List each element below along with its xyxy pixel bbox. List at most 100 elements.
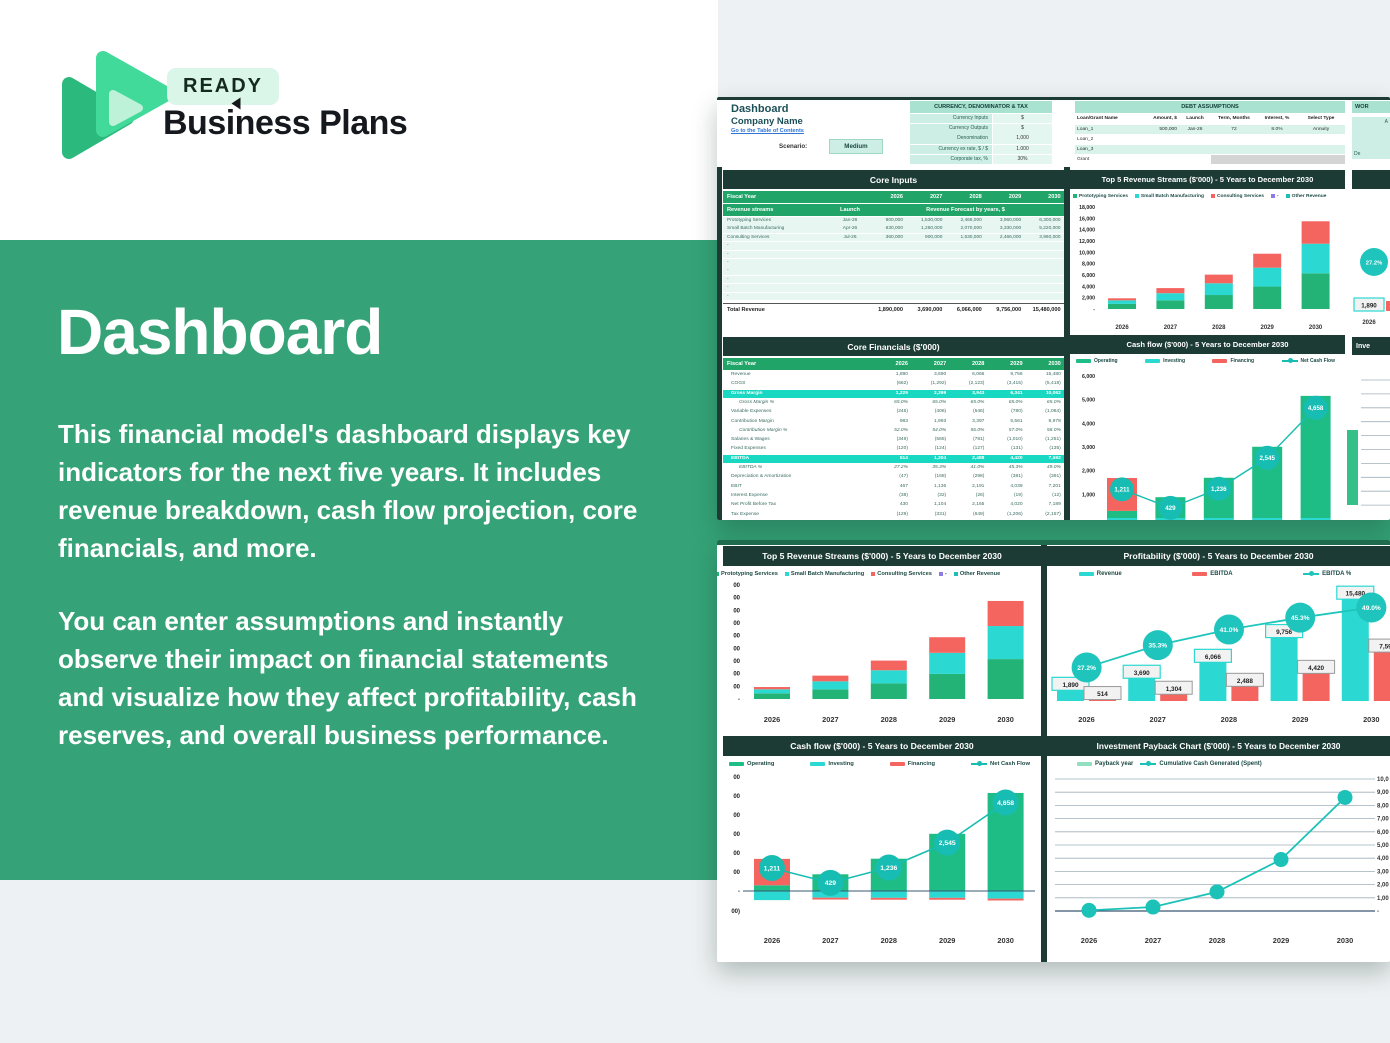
financial-value: (129): [896, 511, 908, 517]
legend-label: Financing: [907, 760, 936, 767]
stream-name: -: [727, 243, 729, 249]
fiscal-year-label: Fiscal Year: [727, 361, 757, 367]
stream-name: Consulting Services: [727, 234, 770, 240]
financial-value: (391): [1049, 474, 1061, 480]
debt-cell: Loan_3: [1075, 145, 1133, 155]
sheet-top-strip: [717, 97, 1390, 100]
debt-cell: Annuity: [1297, 125, 1345, 135]
table-row: Tax Expense (129) (331) (649) (1,206) (2,157): [723, 511, 1064, 520]
legend-swatch: [1281, 358, 1298, 363]
ebitda-label-box: [1225, 672, 1264, 687]
currency-row-value: $: [993, 124, 1052, 134]
bar-segment: [812, 675, 849, 682]
financial-value: (1,292): [930, 381, 947, 387]
year-label: 2030: [1048, 194, 1061, 200]
bar-segment: [812, 689, 849, 699]
legend-label: Prototyping Services: [721, 570, 778, 577]
svg-text: 429: [825, 880, 837, 887]
net-cash-flow-marker: [1110, 477, 1134, 502]
table-row: Depreciation & Amortization (47) (168) (298…: [723, 473, 1064, 482]
svg-text: 2,545: [1259, 455, 1275, 462]
legend-swatch: [1078, 571, 1094, 576]
financial-value: 1,304: [933, 455, 947, 461]
payback-chart-plot: 10,0 9,00 8,00 7,00 6,00 5,00 4,00 3,00 2,00 1,00…: [1055, 777, 1389, 918]
currency-row-label: Corporate tax, %: [910, 154, 992, 165]
legend-label: Payback year: [1095, 760, 1134, 767]
ebitda-bar: [1373, 650, 1390, 701]
svg-text: 8,000: [1082, 262, 1095, 268]
table-row: Gross Margin 1,229 2,399 3,943 6,341 10,062: [723, 389, 1064, 399]
financial-value: 983: [899, 418, 908, 424]
forecast-value: 6,300,000: [1039, 218, 1061, 223]
svg-text: 27.2%: [1077, 665, 1096, 672]
financial-value: 467: [899, 483, 908, 489]
currency-row-label: Currency Outputs: [910, 124, 992, 134]
financial-value: (546): [972, 409, 985, 415]
table-row: EBITDA % 27.2% 35.3% 41.0% 45.3% 49.0%: [723, 464, 1064, 473]
revenue-bar: [1128, 676, 1156, 701]
ebitda-bar: [1302, 671, 1330, 701]
currency-row-value: 30%: [993, 154, 1052, 165]
bar-segment: [1253, 267, 1282, 287]
table-row: Interest Expense (38) (32) (26) (19) (12): [723, 492, 1064, 501]
legend-swatch: [971, 760, 988, 766]
scenario-select[interactable]: Medium: [829, 139, 883, 154]
currency-row-label: Currency ex rate, $ / $: [910, 144, 992, 154]
net-cash-flow-marker: [759, 854, 785, 881]
table-row: Contribution Margin % 52.0% 54.0% 56.0% 57.0…: [723, 427, 1064, 436]
financial-value: (135): [1049, 446, 1061, 452]
core-inputs-table: Core Inputs Fiscal Year 2026 2027 2028 2029 20…: [723, 170, 1064, 334]
legend-label: Operating: [747, 760, 775, 767]
payback-year-bar-fragment: [1347, 430, 1358, 505]
table-of-contents-link[interactable]: Go to the Table of Contents: [731, 128, 804, 134]
svg-text: 10,0: [1377, 777, 1389, 783]
bar-segment: [1252, 518, 1283, 520]
financial-value: 7,201: [1048, 483, 1061, 489]
svg-text: 45.3%: [1291, 615, 1310, 622]
legend-swatch: [1210, 194, 1215, 198]
col-header: Revenue Forecast by years, $: [926, 207, 1005, 213]
legend-swatch: [1192, 571, 1208, 576]
legend-swatch: [1073, 194, 1077, 198]
financial-value: 49.0%: [1046, 465, 1061, 470]
financial-value: 3,690: [933, 372, 947, 377]
legend-item: -: [1271, 194, 1279, 199]
financial-value: 57.0%: [1008, 427, 1023, 433]
forecast-value: 900,000: [885, 218, 903, 223]
legend-item: Payback year: [1077, 761, 1133, 767]
x-axis-label: 2027: [822, 936, 839, 945]
bar-segment: [1108, 300, 1136, 304]
chart-top5-revenue-streams: Top 5 Revenue Streams ($'000) - 5 Years …: [717, 546, 1041, 734]
x-axis-label: 2028: [880, 715, 898, 724]
revenue-bar: [1270, 635, 1298, 701]
financial-value: 1,890: [895, 372, 908, 377]
forecast-value: 2,466,000: [960, 218, 982, 223]
table-row: Net Profit Before Tax 430 1,104 2,165 4,020 7…: [723, 501, 1064, 510]
bar-segment: [987, 659, 1024, 699]
scenario-label: Scenario:: [779, 143, 808, 150]
financial-value: 1,993: [933, 418, 947, 424]
legend-item: Financing: [1212, 358, 1254, 364]
financial-row-label: Gross Margin: [731, 390, 763, 396]
fiscal-year-row: Fiscal Year 2026 2027 2028 2029 2030: [723, 358, 1064, 370]
bar-segment: [1156, 293, 1185, 301]
x-axis-label: 2026: [763, 936, 781, 945]
year-label: 2028: [971, 361, 985, 367]
financial-value: 58.0%: [1046, 427, 1061, 433]
dashboard-charts-screenshot: Top 5 Revenue Streams ($'000) - 5 Years …: [717, 540, 1390, 962]
currency-row-value: 1.000: [993, 144, 1052, 154]
forecast-value: 5,220,000: [1039, 226, 1061, 232]
svg-text: 2,488: [1237, 678, 1253, 685]
legend-label: -: [944, 570, 947, 577]
chart-legend: Revenue EBITDA EBITDA %: [1047, 568, 1390, 579]
svg-text: 6,00: [1377, 830, 1389, 836]
table-row: Contribution Margin 983 1,993 3,397 5,561 8,9…: [723, 418, 1064, 427]
debt-cell: [1133, 155, 1179, 165]
svg-text: 12,000: [1079, 239, 1095, 245]
legend-label: Cumulative Cash Generated (Spent): [1159, 760, 1262, 767]
sheet-top-strip: [717, 540, 1390, 545]
svg-text: 2,000: [1082, 296, 1095, 302]
svg-text: 6,000: [1082, 374, 1095, 380]
bar-segment: [754, 689, 790, 694]
table-row: Salaries & Wages (349) (565) (781) (1,010) (1…: [723, 436, 1064, 445]
